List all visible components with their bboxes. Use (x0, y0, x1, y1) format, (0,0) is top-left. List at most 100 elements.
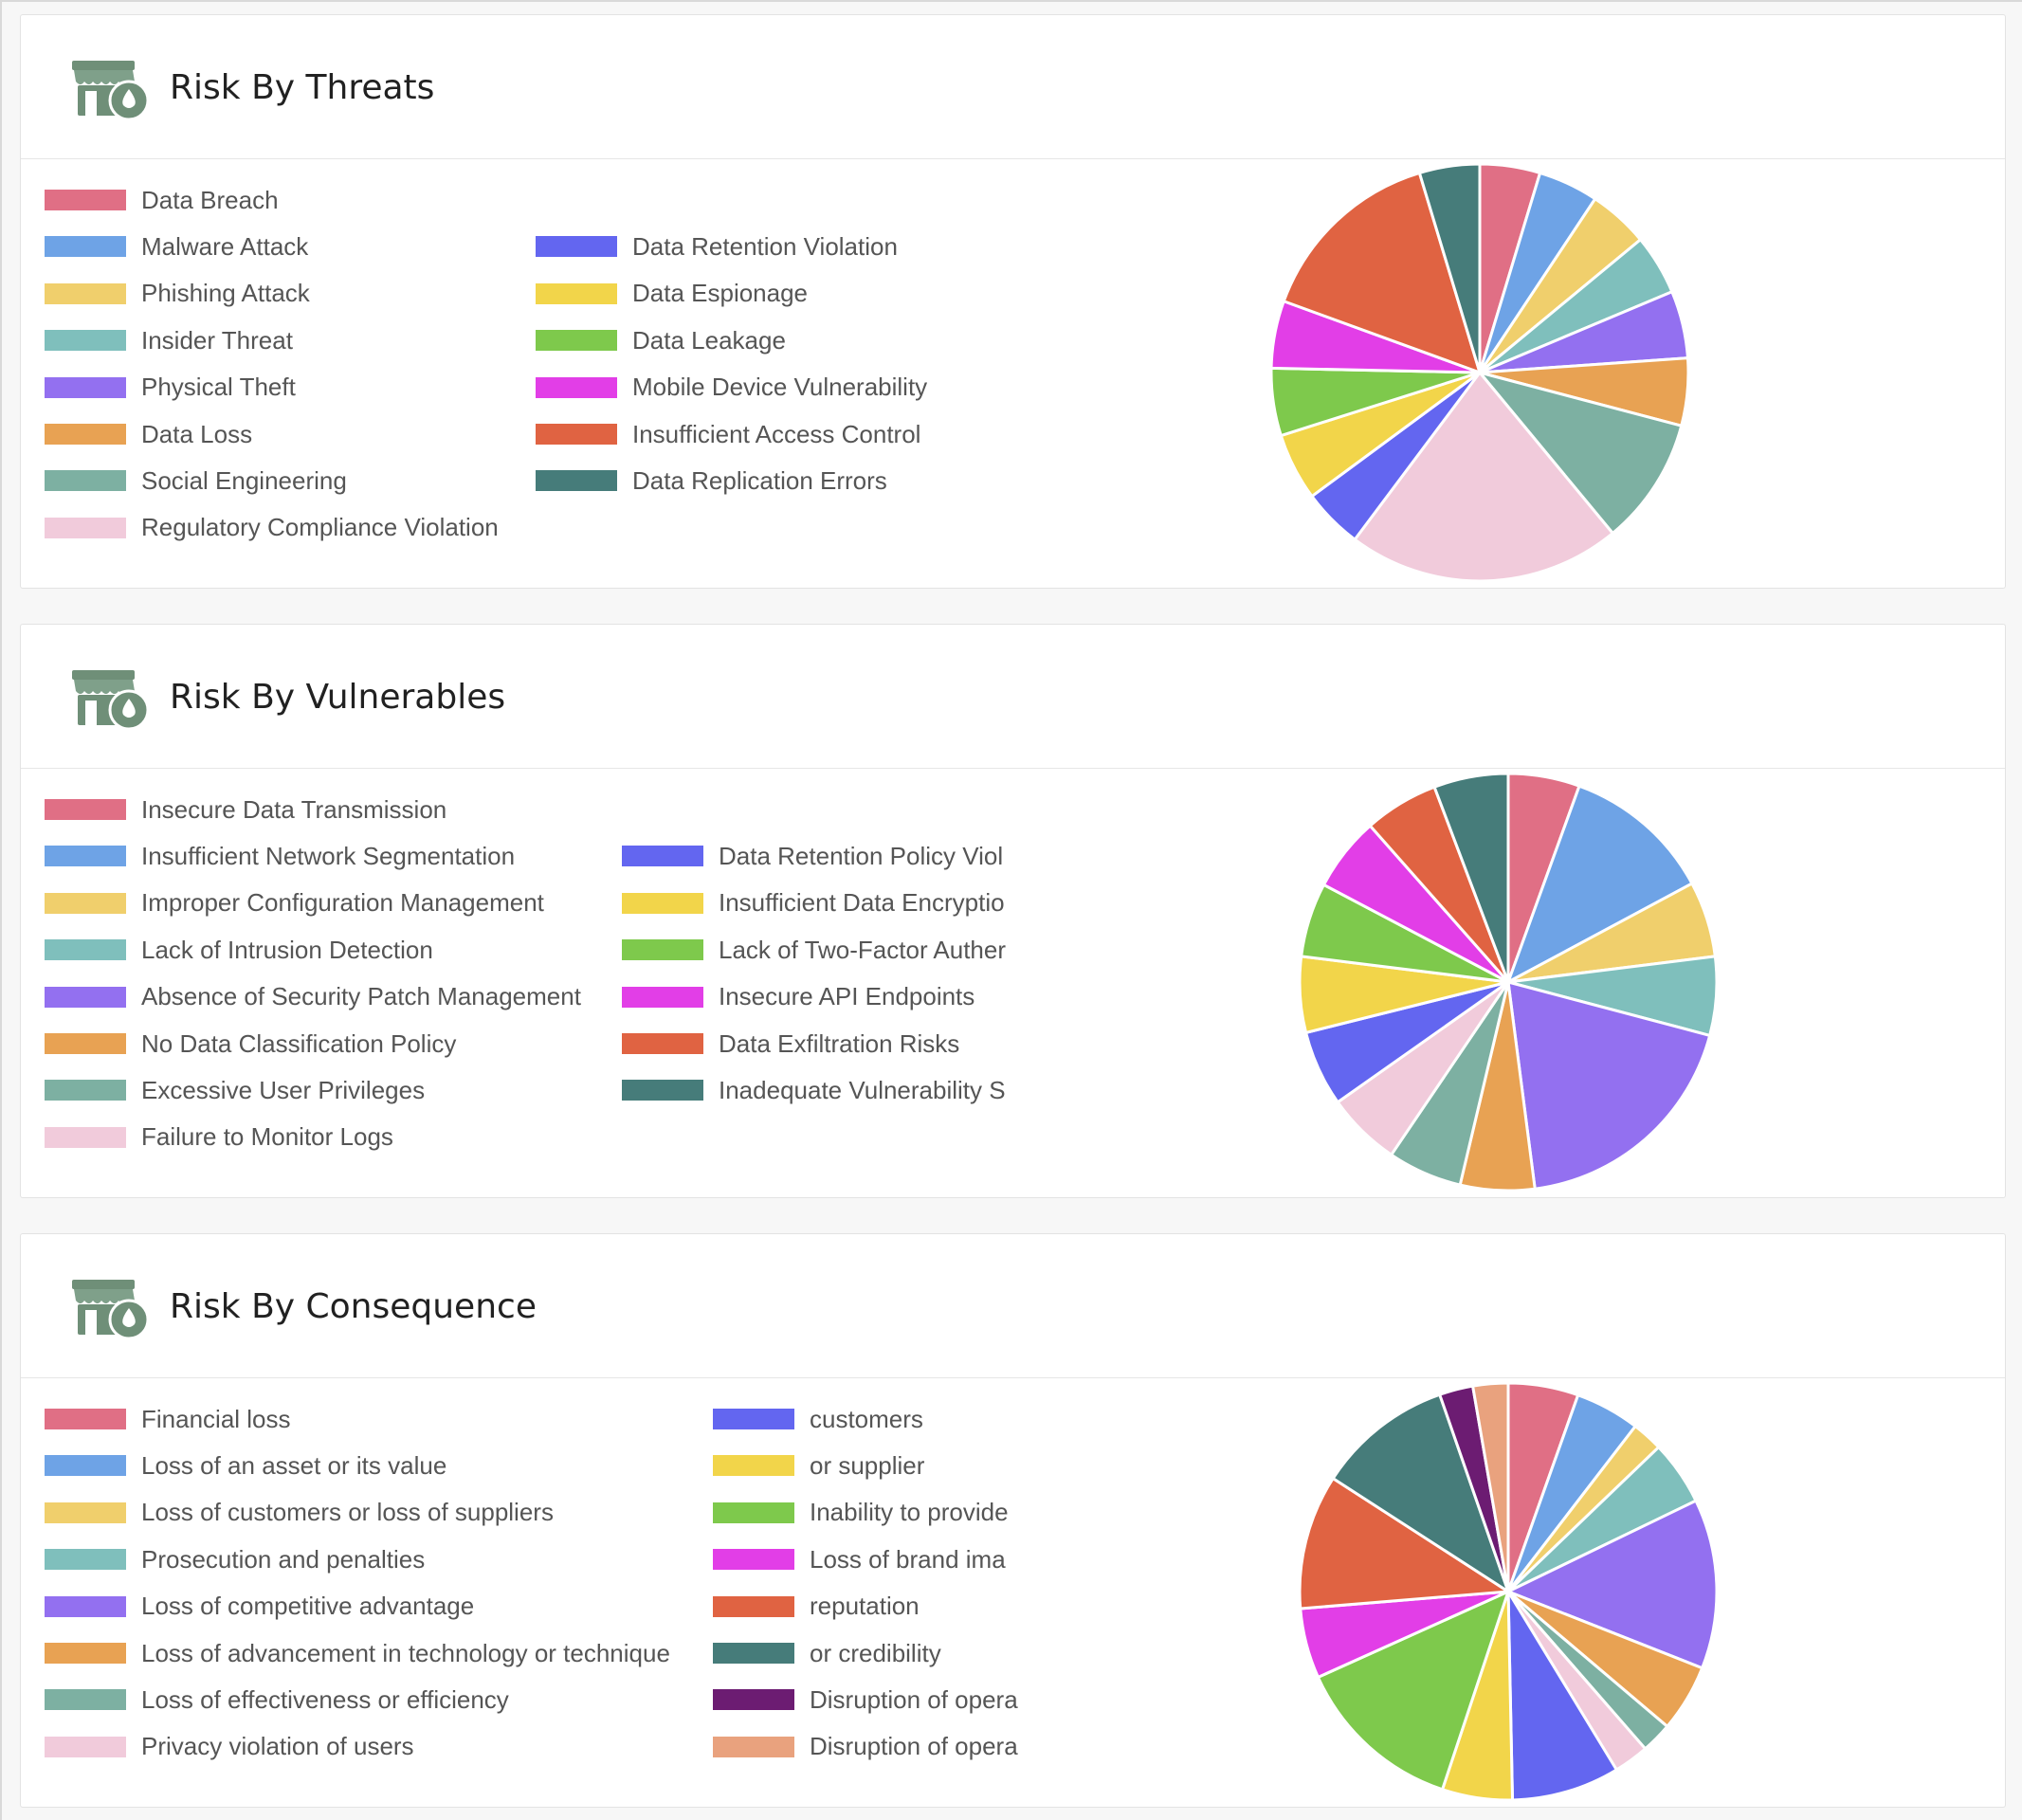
legend-label: Disruption of opera (810, 1684, 1018, 1714)
pie-slice[interactable] (1506, 784, 1694, 984)
pie-slice[interactable] (1506, 1590, 1618, 1802)
legend-swatch (536, 236, 617, 258)
legend-item[interactable]: Data Loss (45, 416, 252, 452)
pie-slice[interactable] (1316, 1590, 1510, 1792)
legend-label: Insecure API Endpoints (719, 982, 975, 1011)
legend-swatch (45, 1455, 126, 1477)
legend-item[interactable]: No Data Classification Policy (45, 1026, 456, 1062)
legend-swatch (713, 1643, 794, 1664)
legend-item[interactable]: Improper Configuration Management (45, 885, 544, 921)
legend-item[interactable]: Loss of an asset or its value (45, 1447, 446, 1483)
store-fire-icon (72, 670, 150, 729)
legend-item[interactable]: Data Replication Errors (536, 463, 887, 499)
legend-item[interactable]: or credibility (713, 1635, 941, 1671)
legend-swatch (45, 517, 126, 538)
legend-item[interactable]: Data Espionage (536, 276, 808, 312)
legend-label: Insufficient Network Segmentation (141, 841, 516, 870)
window-top-border (0, 0, 2022, 2)
legend-swatch (45, 986, 126, 1008)
pie-chart (1298, 772, 1719, 1192)
legend-label: Financial loss (141, 1404, 291, 1433)
legend-item[interactable]: Loss of brand ima (713, 1541, 1006, 1577)
legend-item[interactable]: Malware Attack (45, 228, 308, 264)
legend-label: Data Loss (141, 419, 253, 448)
legend-label: Social Engineering (141, 465, 347, 495)
legend-swatch (45, 939, 126, 961)
legend-item[interactable]: Insufficient Network Segmentation (45, 838, 515, 874)
legend-swatch (45, 236, 126, 258)
legend-item[interactable]: Insecure API Endpoints (622, 979, 975, 1015)
card-body: Financial loss Loss of an asset or its va… (21, 1378, 2005, 1805)
legend-swatch (45, 470, 126, 492)
legend-label: No Data Classification Policy (141, 1028, 457, 1058)
legend-swatch (45, 424, 126, 445)
pie-slice[interactable] (1417, 162, 1482, 374)
legend-label: Regulatory Compliance Violation (141, 513, 499, 542)
card-header: Risk By Consequence (21, 1234, 2005, 1378)
window-left-border (0, 0, 2, 1820)
pie-slice[interactable] (1506, 980, 1712, 1191)
legend-item[interactable]: Failure to Monitor Logs (45, 1119, 393, 1156)
legend-item[interactable]: Data Exfiltration Risks (622, 1026, 959, 1062)
legend-item[interactable]: Data Breach (45, 182, 279, 218)
legend-label: Loss of competitive advantage (141, 1592, 475, 1621)
legend-swatch (45, 1126, 126, 1148)
legend-item[interactable]: Prosecution and penalties (45, 1541, 425, 1577)
pie-slice[interactable] (1471, 1381, 1510, 1593)
legend-item[interactable]: Social Engineering (45, 463, 347, 499)
pie-slice[interactable] (1478, 371, 1684, 536)
legend-item[interactable]: or supplier (713, 1447, 924, 1483)
legend-item[interactable]: Insufficient Data Encryptio (622, 885, 1005, 921)
legend-label: Data Replication Errors (632, 465, 887, 495)
pie-slice[interactable] (1331, 1392, 1510, 1593)
pie-slice[interactable] (1282, 171, 1482, 374)
legend-item[interactable]: Lack of Two-Factor Auther (622, 932, 1006, 968)
pie-slice[interactable] (1506, 1499, 1719, 1670)
legend-item[interactable]: Disruption of opera (713, 1682, 1018, 1718)
legend-item[interactable]: Excessive User Privileges (45, 1072, 425, 1108)
legend-item[interactable]: Lack of Intrusion Detection (45, 932, 433, 968)
legend-item[interactable]: Disruption of opera (713, 1729, 1018, 1765)
legend-item[interactable]: Mobile Device Vulnerability (536, 370, 927, 406)
legend-item[interactable]: Loss of competitive advantage (45, 1589, 474, 1625)
legend-label: or credibility (810, 1638, 941, 1667)
legend-item[interactable]: Regulatory Compliance Violation (45, 510, 499, 546)
legend-swatch (622, 846, 703, 867)
legend-item[interactable]: Loss of customers or loss of suppliers (45, 1495, 554, 1531)
legend-swatch (45, 376, 126, 398)
legend-label: Mobile Device Vulnerability (632, 373, 928, 402)
legend-item[interactable]: customers (713, 1401, 923, 1437)
legend-item[interactable]: Phishing Attack (45, 276, 310, 312)
pie-chart (1269, 162, 1690, 583)
legend-item[interactable]: Loss of advancement in technology or tec… (45, 1635, 670, 1671)
pie-slice[interactable] (1298, 1477, 1510, 1611)
legend-item[interactable]: Financial loss (45, 1401, 291, 1437)
pie-slice[interactable] (1432, 772, 1510, 984)
legend-item[interactable]: Privacy violation of users (45, 1729, 414, 1765)
legend-label: Absence of Security Patch Management (141, 982, 581, 1011)
legend-label: Loss of an asset or its value (141, 1450, 447, 1480)
legend-item[interactable]: Loss of effectiveness or efficiency (45, 1682, 509, 1718)
legend-item[interactable]: Inadequate Vulnerability S (622, 1072, 1006, 1108)
legend-label: Phishing Attack (141, 279, 310, 308)
card-body: Insecure Data Transmission Insufficient N… (21, 769, 2005, 1195)
legend-item[interactable]: Data Retention Policy Viol (622, 838, 1003, 874)
legend-swatch (713, 1595, 794, 1617)
legend-swatch (713, 1736, 794, 1757)
legend-label: Excessive User Privileges (141, 1075, 426, 1104)
legend-swatch (622, 986, 703, 1008)
legend-item[interactable]: Insecure Data Transmission (45, 792, 446, 828)
legend-swatch (45, 1595, 126, 1617)
legend-item[interactable]: Physical Theft (45, 370, 296, 406)
legend-item[interactable]: Inability to provide (713, 1495, 1009, 1531)
legend-item[interactable]: Insufficient Access Control (536, 416, 920, 452)
legend-item[interactable]: Absence of Security Patch Management (45, 979, 581, 1015)
legend-label: Data Retention Violation (632, 231, 898, 261)
legend-item[interactable]: Data Leakage (536, 322, 786, 358)
legend-label: Data Retention Policy Viol (719, 841, 1004, 870)
legend-item[interactable]: Data Retention Violation (536, 228, 898, 264)
pie-slice[interactable] (1353, 371, 1614, 583)
card-title: Risk By Vulnerables (170, 678, 506, 717)
legend-item[interactable]: reputation (713, 1589, 920, 1625)
legend-item[interactable]: Insider Threat (45, 322, 293, 358)
